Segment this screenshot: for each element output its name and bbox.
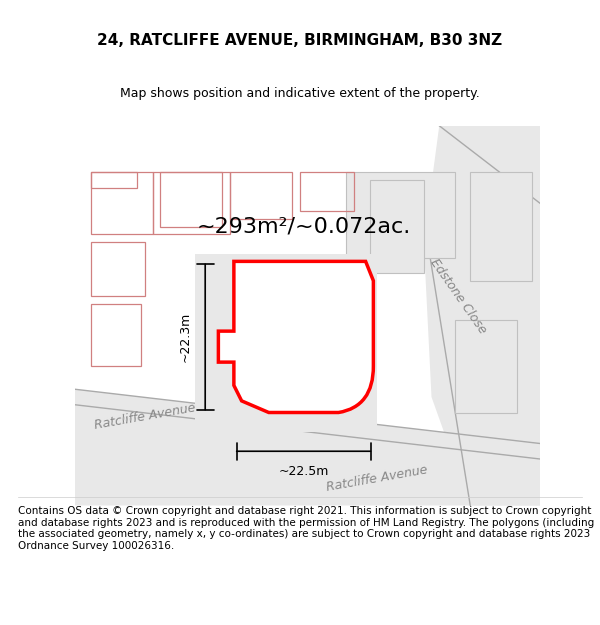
Polygon shape xyxy=(424,126,540,506)
Text: ~22.5m: ~22.5m xyxy=(278,465,329,478)
Polygon shape xyxy=(75,389,540,506)
Text: Ratcliffe Avenue: Ratcliffe Avenue xyxy=(93,401,196,432)
Text: Edstone Close: Edstone Close xyxy=(428,256,490,336)
Text: 24, RATCLIFFE AVENUE, BIRMINGHAM, B30 3NZ: 24, RATCLIFFE AVENUE, BIRMINGHAM, B30 3N… xyxy=(97,32,503,48)
Text: 24: 24 xyxy=(284,322,323,351)
Text: Ratcliffe Avenue: Ratcliffe Avenue xyxy=(326,463,429,494)
Text: ~293m²/~0.072ac.: ~293m²/~0.072ac. xyxy=(197,216,411,236)
Text: ~22.3m: ~22.3m xyxy=(178,312,191,362)
PathPatch shape xyxy=(218,261,373,412)
Polygon shape xyxy=(346,173,455,258)
Polygon shape xyxy=(370,180,424,273)
Polygon shape xyxy=(470,173,532,281)
Text: Map shows position and indicative extent of the property.: Map shows position and indicative extent… xyxy=(120,87,480,100)
Polygon shape xyxy=(455,319,517,412)
Polygon shape xyxy=(195,254,377,432)
Text: Contains OS data © Crown copyright and database right 2021. This information is : Contains OS data © Crown copyright and d… xyxy=(18,506,594,551)
